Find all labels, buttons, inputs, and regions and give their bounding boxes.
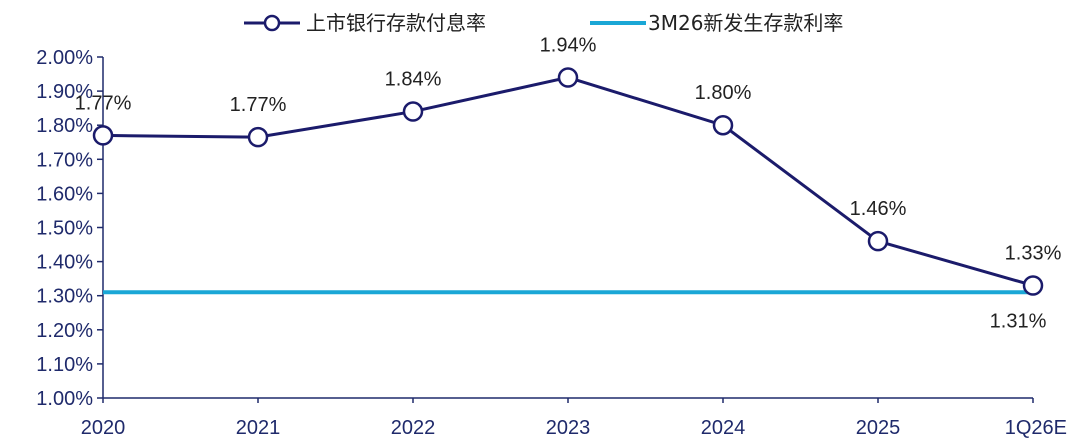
legend-label-new-deposit-rate: 3M26新发生存款利率 (648, 11, 843, 35)
legend: 上市银行存款付息率 3M26新发生存款利率 (244, 11, 843, 35)
legend-label-deposit-cost-rate: 上市银行存款付息率 (306, 11, 486, 35)
data-label: 1.77% (75, 92, 132, 114)
y-tick-label: 1.90% (36, 81, 93, 103)
data-label: 1.46% (850, 198, 907, 220)
data-label: 1.80% (695, 82, 752, 104)
legend-marker-deposit-cost-rate (263, 14, 281, 32)
x-tick-label: 2023 (546, 417, 591, 439)
x-tick-labels: 2020 2021 2022 2023 2024 2025 1Q26E (81, 398, 1067, 439)
y-tick-label: 1.00% (36, 388, 93, 410)
y-tick-label: 1.80% (36, 115, 93, 137)
data-point (402, 101, 424, 122)
legend-item-new-deposit-rate: 3M26新发生存款利率 (590, 11, 843, 35)
y-tick-label: 1.70% (36, 149, 93, 171)
y-tick-label: 1.30% (36, 286, 93, 308)
deposit-cost-rate-series (92, 67, 1044, 296)
data-point (1022, 275, 1044, 296)
x-tick-label: 2020 (81, 417, 126, 439)
y-tick-label: 1.40% (36, 252, 93, 274)
data-label: 1.84% (385, 69, 442, 91)
data-point (867, 230, 889, 252)
y-tick-label: 1.60% (36, 183, 93, 205)
x-tick-label: 1Q26E (1005, 417, 1067, 439)
y-tick-label: 1.10% (36, 354, 93, 376)
x-tick-label: 2021 (236, 417, 281, 439)
data-point (247, 126, 269, 148)
y-tick-label: 2.00% (36, 47, 93, 69)
data-point (92, 125, 114, 146)
y-tick-label: 1.20% (36, 320, 93, 342)
x-tick-label: 2024 (701, 417, 746, 439)
y-tick-labels: 1.00% 1.10% 1.20% 1.30% 1.40% 1.50% 1.60% 1.70%… (36, 47, 103, 410)
x-tick-label: 2022 (391, 417, 436, 439)
data-labels: 1.77% 1.77% 1.84% 1.94% 1.80% 1.46% 1.33% 1.31% (75, 34, 1062, 332)
data-label: 1.94% (540, 34, 597, 56)
y-tick-label: 1.50% (36, 218, 93, 240)
data-point (712, 114, 734, 136)
legend-item-deposit-cost-rate: 上市银行存款付息率 (244, 11, 486, 35)
data-label-new-deposit-rate: 1.31% (990, 310, 1047, 332)
data-label: 1.33% (1005, 242, 1062, 264)
data-label: 1.77% (230, 94, 287, 116)
x-tick-label: 2025 (856, 417, 901, 439)
data-point (557, 67, 579, 88)
